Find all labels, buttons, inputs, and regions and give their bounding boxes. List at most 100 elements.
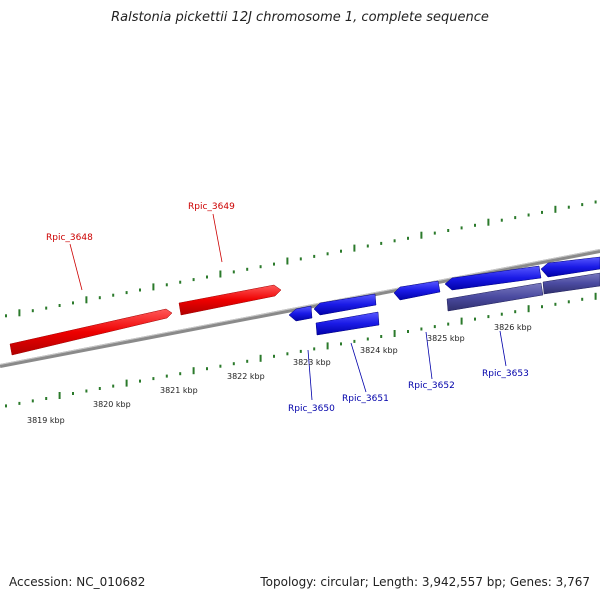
minor-tick xyxy=(98,296,101,300)
kbp-label: 3824 kbp xyxy=(360,346,398,355)
minor-tick xyxy=(18,401,21,405)
minor-tick xyxy=(299,349,302,353)
lower-tick-row xyxy=(5,292,597,408)
minor-tick xyxy=(31,309,34,313)
minor-tick xyxy=(179,372,182,376)
minor-tick xyxy=(474,317,476,321)
minor-tick xyxy=(567,300,570,304)
minor-tick xyxy=(407,330,409,333)
leader-line-rpic-3648 xyxy=(69,243,83,291)
leader-line-rpic-3650 xyxy=(307,349,313,401)
minor-tick xyxy=(527,213,530,217)
minor-tick xyxy=(112,384,115,388)
leader-line-rpic-3652 xyxy=(425,331,433,380)
minor-tick xyxy=(72,301,74,305)
gene-arrow-rpic-3650[interactable] xyxy=(288,305,313,322)
minor-tick xyxy=(246,359,249,363)
kbp-label: 3822 kbp xyxy=(227,372,265,381)
minor-tick xyxy=(420,327,423,331)
major-tick xyxy=(487,218,490,226)
gene-arrow-rpic-3651-upper[interactable] xyxy=(313,293,377,316)
minor-tick xyxy=(500,312,503,316)
major-tick xyxy=(594,292,597,300)
gene-arrow-rpic-3649[interactable] xyxy=(178,284,282,316)
minor-tick xyxy=(433,231,436,235)
minor-tick xyxy=(393,239,396,243)
kbp-label: 3826 kbp xyxy=(494,323,532,332)
minor-tick xyxy=(447,322,450,326)
major-tick xyxy=(58,392,61,399)
minor-tick xyxy=(594,200,597,204)
major-tick xyxy=(460,317,463,325)
minor-tick xyxy=(45,397,48,400)
minor-tick xyxy=(541,305,543,309)
minor-tick xyxy=(273,354,275,358)
minor-tick xyxy=(5,404,7,408)
minor-tick xyxy=(31,399,34,403)
minor-tick xyxy=(581,297,584,301)
minor-tick xyxy=(232,362,235,366)
minor-tick xyxy=(152,377,155,381)
minor-tick xyxy=(500,218,503,222)
minor-tick xyxy=(286,352,289,356)
gene-label-rpic-3648[interactable]: Rpic_3648 xyxy=(46,233,93,243)
major-tick xyxy=(18,309,21,317)
gene-arrow-right-edge-upper[interactable] xyxy=(540,256,600,278)
gene-arrow-right-edge-lower[interactable] xyxy=(542,272,600,295)
minor-tick xyxy=(313,347,316,351)
kbp-label: 3819 kbp xyxy=(27,416,65,425)
chromosome-backbone-highlight xyxy=(0,249,600,365)
major-tick xyxy=(259,354,262,362)
minor-tick xyxy=(125,291,128,295)
major-tick xyxy=(527,305,530,313)
minor-tick xyxy=(366,337,369,341)
minor-tick xyxy=(85,389,88,393)
gene-label-rpic-3652[interactable]: Rpic_3652 xyxy=(408,381,455,391)
minor-tick xyxy=(380,335,383,338)
gene-label-rpic-3653[interactable]: Rpic_3653 xyxy=(482,369,529,379)
minor-tick xyxy=(139,288,141,292)
gene-label-rpic-3651[interactable]: Rpic_3651 xyxy=(342,394,389,404)
major-tick xyxy=(192,367,195,375)
minor-tick xyxy=(112,293,115,297)
minor-tick xyxy=(460,226,463,230)
minor-tick xyxy=(246,267,249,271)
minor-tick xyxy=(5,314,7,318)
minor-tick xyxy=(433,325,436,329)
minor-tick xyxy=(474,223,476,227)
gene-arrow-rpic-3648[interactable] xyxy=(9,308,173,356)
minor-tick xyxy=(366,244,369,248)
accession-text: Accession: NC_010682 xyxy=(9,575,146,589)
minor-tick xyxy=(340,342,342,346)
leader-line-rpic-3653 xyxy=(499,330,507,367)
kbp-label: 3825 kbp xyxy=(427,334,465,343)
gene-label-rpic-3649[interactable]: Rpic_3649 xyxy=(188,202,235,212)
gene-arrow-rpic-3652[interactable] xyxy=(393,280,441,301)
minor-tick xyxy=(192,278,195,282)
major-tick xyxy=(353,244,356,252)
gene-label-rpic-3650[interactable]: Rpic_3650 xyxy=(288,404,335,414)
minor-tick xyxy=(58,304,61,307)
major-tick xyxy=(85,296,88,304)
minor-tick xyxy=(541,210,543,214)
major-tick xyxy=(420,231,423,239)
leader-line-rpic-3649 xyxy=(212,213,223,263)
minor-tick xyxy=(259,265,262,269)
minor-tick xyxy=(514,216,517,220)
minor-tick xyxy=(326,252,329,256)
gene-arrow-rpic-3653[interactable] xyxy=(446,282,544,312)
gene-arrow-rpic-3653-upper[interactable] xyxy=(444,265,542,291)
minor-tick xyxy=(165,283,168,287)
minor-tick xyxy=(514,310,517,314)
upper-tick-row xyxy=(5,200,597,318)
minor-tick xyxy=(554,302,557,306)
minor-tick xyxy=(581,203,584,207)
leader-line-rpic-3651 xyxy=(350,342,367,393)
minor-tick xyxy=(165,374,168,378)
major-tick xyxy=(554,205,557,213)
gene-arrow-rpic-3651[interactable] xyxy=(315,311,380,336)
minor-tick xyxy=(72,392,74,395)
kbp-label: 3821 kbp xyxy=(160,386,198,395)
major-tick xyxy=(152,283,155,291)
minor-tick xyxy=(206,275,208,279)
